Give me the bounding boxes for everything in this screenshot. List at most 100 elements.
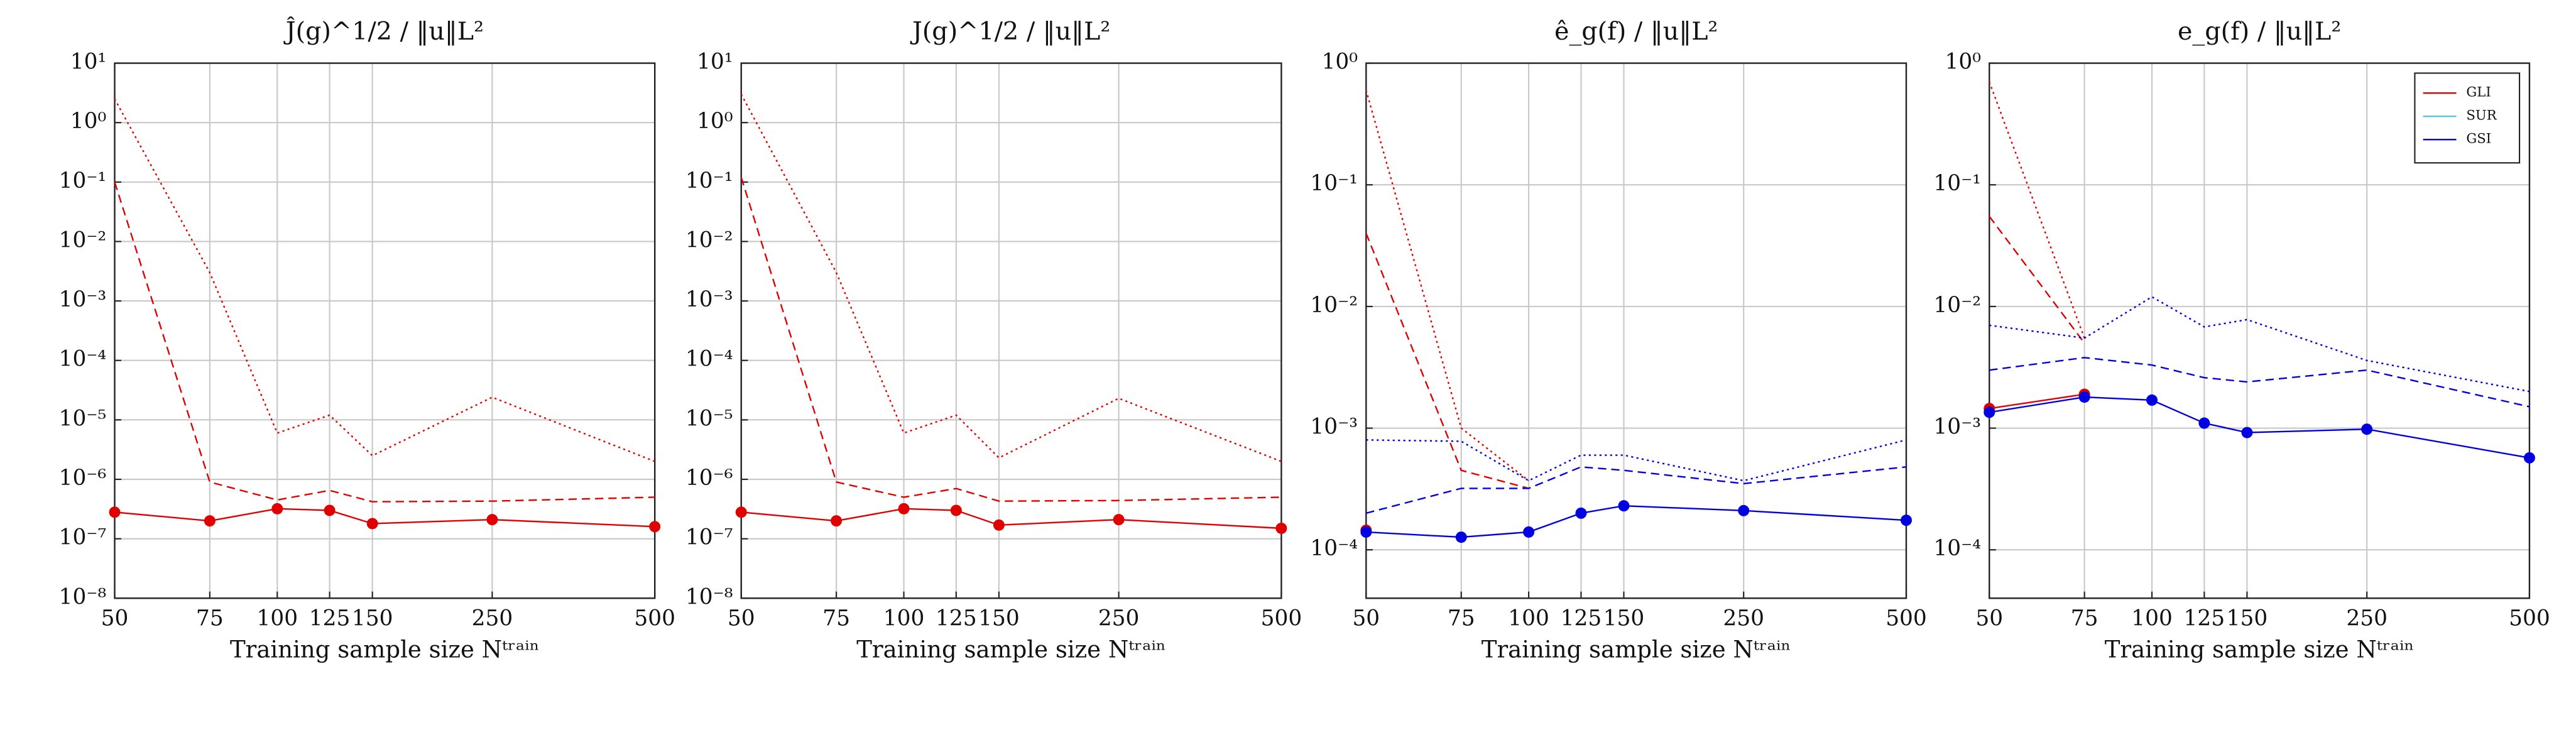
series-marker bbox=[2361, 423, 2373, 435]
x-axis-label: Training sample size Nᵗʳᵃⁱⁿ bbox=[230, 636, 540, 663]
chart-title: e_g(f) / ‖u‖L² bbox=[2178, 17, 2341, 46]
series-line bbox=[1365, 90, 1529, 482]
y-tick-label: 10⁻⁷ bbox=[685, 525, 733, 550]
series-marker bbox=[1901, 514, 1912, 526]
x-tick-label: 50 bbox=[1352, 606, 1380, 631]
series-line bbox=[114, 508, 655, 528]
y-tick-label: 10⁻³ bbox=[1933, 415, 1981, 440]
x-tick-label: 125 bbox=[2184, 606, 2225, 631]
y-tick-label: 10¹ bbox=[70, 50, 107, 75]
x-tick-label: 500 bbox=[634, 606, 675, 631]
plot-frame bbox=[1365, 62, 1907, 599]
x-tick-label: 100 bbox=[256, 606, 298, 631]
series-marker bbox=[1738, 504, 1750, 516]
series-marker bbox=[2146, 394, 2158, 406]
x-tick-label: 150 bbox=[1603, 606, 1645, 631]
legend-box bbox=[2414, 72, 2521, 164]
y-tick-label: 10⁻⁸ bbox=[685, 584, 733, 609]
series-marker bbox=[2078, 391, 2090, 403]
x-tick-label: 500 bbox=[1261, 606, 1302, 631]
y-tick-label: 10⁻⁴ bbox=[59, 347, 107, 372]
y-tick-label: 10⁰ bbox=[697, 109, 733, 134]
series-line bbox=[1989, 357, 2530, 408]
x-tick-label: 125 bbox=[309, 606, 351, 631]
series-marker bbox=[486, 514, 498, 526]
series-line bbox=[740, 94, 1282, 462]
series-marker bbox=[1984, 406, 1995, 418]
series-marker bbox=[1575, 507, 1587, 519]
y-tick-label: 10⁻¹ bbox=[685, 168, 733, 193]
x-tick-label: 500 bbox=[1886, 606, 1927, 631]
y-tick-label: 10⁻⁷ bbox=[59, 525, 107, 550]
series-line bbox=[1366, 504, 1907, 538]
chart-title: ê_g(f) / ‖u‖L² bbox=[1554, 17, 1718, 46]
series-marker bbox=[950, 504, 962, 516]
y-tick-label: 10¹ bbox=[697, 50, 733, 75]
series-line bbox=[114, 182, 655, 503]
series-marker bbox=[2523, 452, 2535, 464]
series-line bbox=[740, 177, 1282, 502]
y-tick-label: 10⁻² bbox=[1310, 293, 1358, 318]
plot-frame bbox=[740, 62, 1282, 599]
x-axis-label: Training sample size Nᵗʳᵃⁱⁿ bbox=[856, 636, 1166, 663]
legend-label: GSI bbox=[2466, 131, 2491, 146]
y-tick-label: 10⁻¹ bbox=[1310, 171, 1358, 196]
chart-title: Ĵ(g)^1/2 / ‖u‖L² bbox=[283, 16, 484, 46]
series-line bbox=[1366, 466, 1907, 514]
series-marker bbox=[2241, 427, 2253, 438]
y-tick-label: 10⁰ bbox=[1322, 50, 1358, 75]
x-tick-label: 75 bbox=[2071, 606, 2098, 631]
y-tick-label: 10⁻³ bbox=[1310, 415, 1358, 440]
series-line bbox=[1365, 232, 1529, 489]
y-tick-label: 10⁻⁸ bbox=[59, 584, 107, 609]
x-tick-label: 50 bbox=[1975, 606, 2003, 631]
y-tick-label: 10⁰ bbox=[70, 109, 107, 134]
series-marker bbox=[735, 506, 747, 518]
x-tick-label: 75 bbox=[822, 606, 850, 631]
x-tick-label: 150 bbox=[2227, 606, 2268, 631]
x-tick-label: 250 bbox=[2346, 606, 2388, 631]
y-tick-label: 10⁻¹ bbox=[1933, 171, 1981, 196]
series-marker bbox=[2198, 417, 2210, 429]
legend-label: GLI bbox=[2466, 84, 2491, 100]
series-marker bbox=[324, 504, 336, 516]
series-marker bbox=[649, 521, 661, 533]
series-marker bbox=[1360, 526, 1372, 538]
y-tick-label: 10⁰ bbox=[1945, 50, 1982, 75]
y-tick-label: 10⁻⁴ bbox=[1933, 536, 1981, 561]
series-marker bbox=[993, 519, 1005, 531]
series-marker bbox=[1113, 514, 1125, 526]
x-tick-label: 50 bbox=[101, 606, 129, 631]
y-tick-label: 10⁻⁶ bbox=[685, 466, 733, 491]
x-tick-label: 100 bbox=[883, 606, 925, 631]
series-marker bbox=[204, 515, 216, 527]
x-tick-label: 250 bbox=[1723, 606, 1764, 631]
series-marker bbox=[1618, 500, 1630, 512]
x-tick-label: 125 bbox=[1561, 606, 1602, 631]
series-line bbox=[1989, 215, 2085, 344]
y-tick-label: 10⁻⁵ bbox=[59, 406, 107, 431]
y-tick-label: 10⁻⁶ bbox=[59, 466, 107, 491]
y-tick-label: 10⁻³ bbox=[59, 287, 107, 312]
x-tick-label: 500 bbox=[2509, 606, 2550, 631]
x-tick-label: 75 bbox=[1448, 606, 1475, 631]
series-marker bbox=[831, 515, 843, 527]
series-marker bbox=[1455, 531, 1467, 543]
y-tick-label: 10⁻¹ bbox=[59, 168, 107, 193]
y-tick-label: 10⁻³ bbox=[685, 287, 733, 312]
x-tick-label: 125 bbox=[936, 606, 977, 631]
y-tick-label: 10⁻⁴ bbox=[1310, 536, 1358, 561]
x-tick-label: 250 bbox=[472, 606, 513, 631]
x-tick-label: 150 bbox=[978, 606, 1020, 631]
series-line bbox=[1989, 393, 2085, 410]
plot-frame bbox=[1989, 62, 2531, 599]
y-tick-label: 10⁻² bbox=[59, 227, 107, 253]
x-axis-label: Training sample size Nᵗʳᵃⁱⁿ bbox=[2105, 636, 2415, 663]
x-axis-label: Training sample size Nᵗʳᵃⁱⁿ bbox=[1482, 636, 1791, 663]
series-marker bbox=[109, 506, 121, 518]
series-line bbox=[1989, 82, 2085, 339]
x-tick-label: 50 bbox=[728, 606, 755, 631]
y-tick-label: 10⁻² bbox=[1933, 293, 1981, 318]
y-tick-label: 10⁻⁴ bbox=[685, 347, 733, 372]
